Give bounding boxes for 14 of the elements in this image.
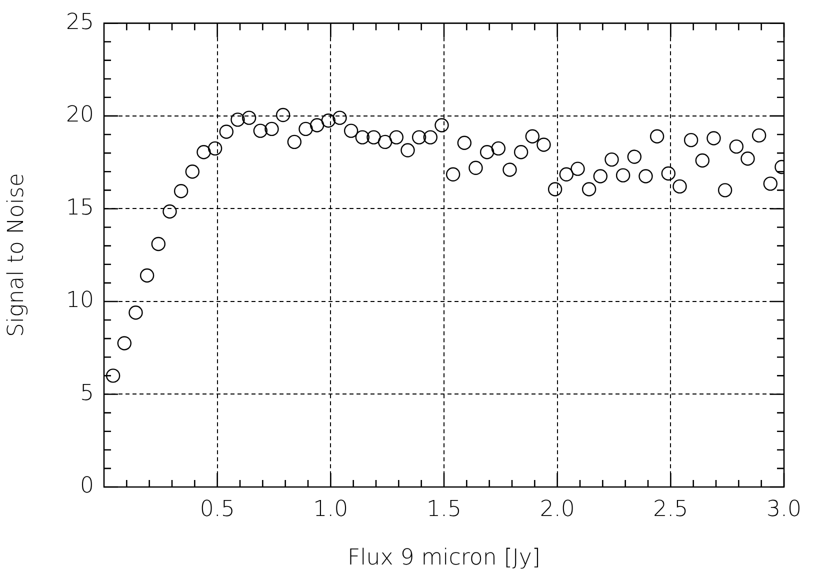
x-axis-title: Flux 9 micron [Jy]: [348, 546, 540, 571]
y-tick-label: 0: [80, 474, 94, 499]
x-tick-label: 3.0: [766, 496, 802, 522]
y-axis-title: Signal to Noise: [4, 173, 29, 338]
y-tick-label: 25: [66, 10, 94, 35]
y-tick-label: 5: [80, 380, 94, 406]
x-tick-label: 0.5: [200, 496, 235, 522]
x-tick-label: 2.0: [540, 496, 575, 522]
y-tick-label: 20: [66, 102, 94, 128]
x-tick-label: 2.5: [653, 496, 688, 522]
y-tick-label: 10: [66, 288, 94, 314]
x-tick-label: 1.5: [426, 496, 462, 522]
x-tick-label: 1.0: [313, 496, 348, 522]
y-tick-label: 15: [66, 195, 94, 220]
